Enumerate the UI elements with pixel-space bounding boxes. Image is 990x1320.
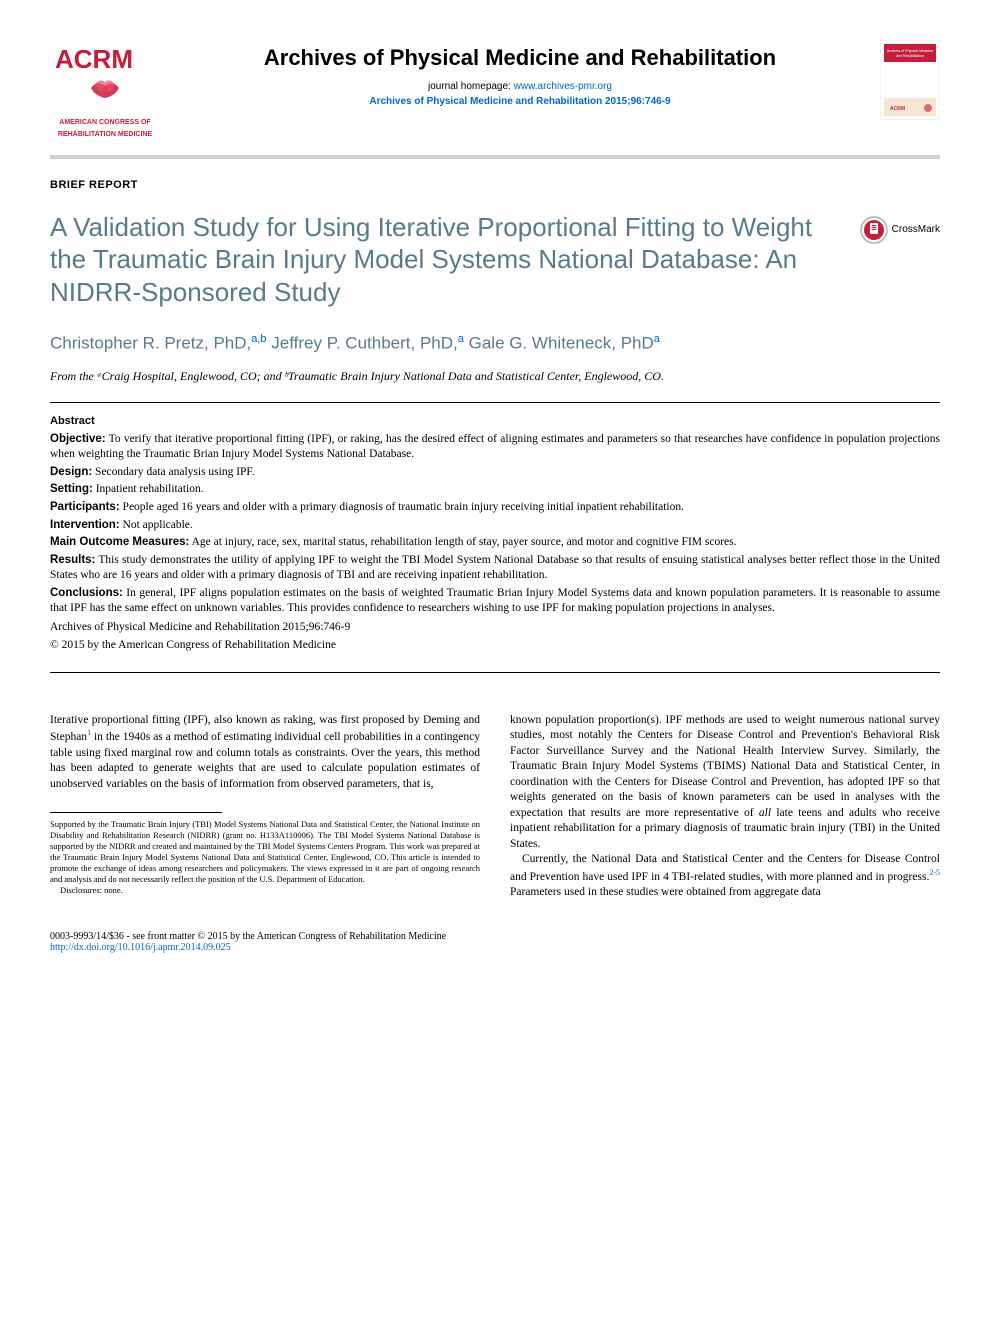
crossmark-badge[interactable]: CrossMark xyxy=(860,216,940,244)
author-1-aff[interactable]: a,b xyxy=(251,333,266,345)
abs-t-5: Age at injury, race, sex, marital status… xyxy=(189,536,736,548)
abstract-copyright: © 2015 by the American Congress of Rehab… xyxy=(50,638,940,654)
abs-t-4: Not applicable. xyxy=(120,519,193,531)
svg-text:ACRM: ACRM xyxy=(55,44,133,74)
title-row: A Validation Study for Using Iterative P… xyxy=(50,211,940,334)
body-para-3: Currently, the National Data and Statist… xyxy=(510,852,940,900)
acrm-tagline-1: AMERICAN CONGRESS OF xyxy=(50,119,160,127)
author-3: Gale G. Whiteneck, PhD xyxy=(469,334,654,353)
svg-text:ACRM: ACRM xyxy=(890,106,905,112)
body-para-2: known population proportion(s). IPF meth… xyxy=(510,713,940,853)
affiliations: From the ᵃCraig Hospital, Englewood, CO;… xyxy=(50,369,940,384)
ref-2-5[interactable]: 2-5 xyxy=(929,868,940,877)
column-left: Iterative proportional fitting (IPF), al… xyxy=(50,713,480,901)
author-1: Christopher R. Pretz, PhD, xyxy=(50,334,251,353)
body-em-all: all xyxy=(759,807,771,819)
svg-text:Archives of Physical Medicine: Archives of Physical Medicine xyxy=(887,49,933,53)
rule-below-abstract xyxy=(50,672,940,673)
abs-h-7: Conclusions: xyxy=(50,587,123,599)
abs-h-5: Main Outcome Measures: xyxy=(50,536,189,548)
body-columns: Iterative proportional fitting (IPF), al… xyxy=(50,713,940,901)
acrm-logo: ACRM AMERICAN CONGRESS OF REHABILITATION… xyxy=(50,40,160,140)
footer-copyright: 0003-9993/14/$36 - see front matter © 20… xyxy=(50,931,940,942)
journal-cover-thumbnail: Archives of Physical Medicine and Rehabi… xyxy=(880,40,940,120)
acrm-tagline-2: REHABILITATION MEDICINE xyxy=(50,131,160,139)
body-para-1: Iterative proportional fitting (IPF), al… xyxy=(50,713,480,792)
abstract-body: Objective: To verify that iterative prop… xyxy=(50,432,940,654)
journal-citation: Archives of Physical Medicine and Rehabi… xyxy=(180,96,860,107)
abs-h-6: Results: xyxy=(50,554,95,566)
journal-homepage: journal homepage: www.archives-pmr.org xyxy=(180,81,860,92)
author-3-aff[interactable]: a xyxy=(654,333,660,345)
svg-text:and Rehabilitation: and Rehabilitation xyxy=(896,54,924,58)
column-right: known population proportion(s). IPF meth… xyxy=(510,713,940,901)
abs-t-3: People aged 16 years and older with a pr… xyxy=(120,501,684,513)
abs-t-0: To verify that iterative proportional fi… xyxy=(50,433,940,461)
abs-h-4: Intervention: xyxy=(50,519,120,531)
abs-h-1: Design: xyxy=(50,466,92,478)
authors: Christopher R. Pretz, PhD,a,b Jeffrey P.… xyxy=(50,333,940,354)
journal-title: Archives of Physical Medicine and Rehabi… xyxy=(180,45,860,71)
abs-t-6: This study demonstrates the utility of a… xyxy=(50,554,940,582)
footnote-disclosures: Disclosures: none. xyxy=(50,885,480,896)
abs-t-2: Inpatient rehabilitation. xyxy=(93,483,204,495)
crossmark-icon xyxy=(860,216,888,244)
footnote-block: Supported by the Traumatic Brain Injury … xyxy=(50,819,480,896)
abs-h-3: Participants: xyxy=(50,501,120,513)
abs-t-1: Secondary data analysis using IPF. xyxy=(92,466,255,478)
journal-header: ACRM AMERICAN CONGRESS OF REHABILITATION… xyxy=(50,40,940,159)
page-footer: 0003-9993/14/$36 - see front matter © 20… xyxy=(50,931,940,953)
abstract-label: Abstract xyxy=(50,415,940,427)
author-2: Jeffrey P. Cuthbert, PhD, xyxy=(271,334,457,353)
homepage-prefix: journal homepage: xyxy=(428,81,514,92)
footnote-funding: Supported by the Traumatic Brain Injury … xyxy=(50,819,480,885)
author-2-aff[interactable]: a xyxy=(458,333,464,345)
homepage-link[interactable]: www.archives-pmr.org xyxy=(514,81,612,92)
abs-h-0: Objective: xyxy=(50,433,106,445)
rule-above-abstract xyxy=(50,402,940,403)
journal-info: Archives of Physical Medicine and Rehabi… xyxy=(180,40,860,107)
abstract-citation: Archives of Physical Medicine and Rehabi… xyxy=(50,620,940,636)
article-title: A Validation Study for Using Iterative P… xyxy=(50,211,840,309)
section-label: BRIEF REPORT xyxy=(50,179,940,191)
abs-h-2: Setting: xyxy=(50,483,93,495)
doi-link[interactable]: http://dx.doi.org/10.1016/j.apmr.2014.09… xyxy=(50,942,231,953)
abs-t-7: In general, IPF aligns population estima… xyxy=(50,587,940,615)
footnote-rule xyxy=(50,812,222,813)
crossmark-label: CrossMark xyxy=(892,224,940,235)
